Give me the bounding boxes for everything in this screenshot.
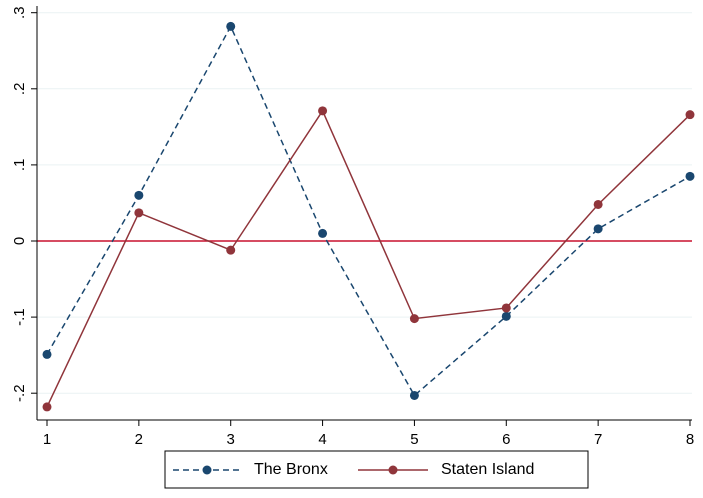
series-1-point — [501, 311, 511, 321]
series-2-point — [42, 402, 52, 412]
x-tick-label: 5 — [410, 431, 418, 448]
y-tick-label: .3 — [11, 6, 28, 19]
series-2-point — [134, 208, 144, 218]
series-2-point — [226, 245, 236, 255]
series-layer — [42, 21, 695, 412]
series-line-2 — [46, 109, 691, 408]
series-line-1 — [46, 24, 691, 397]
series-2-point — [318, 106, 328, 116]
series-1-point — [593, 224, 603, 234]
y-tick-label: .2 — [11, 83, 28, 96]
x-tick-label: 4 — [318, 431, 326, 448]
series-1-point — [318, 228, 328, 238]
series-2-point — [501, 303, 511, 313]
legend-label-1: The Bronx — [254, 461, 328, 478]
x-tick-label: 8 — [686, 431, 694, 448]
legend-marker-2 — [388, 465, 398, 475]
series-2-point — [685, 110, 695, 120]
x-tick-label: 1 — [43, 431, 51, 448]
series-1-point — [134, 190, 144, 200]
y-tick-label: .1 — [11, 159, 28, 172]
series-1-point — [226, 21, 236, 31]
series-2-point — [593, 199, 603, 209]
series-2-point — [409, 314, 419, 324]
legend-label-2: Staten Island — [441, 461, 534, 478]
legend: The Bronx Staten Island — [164, 450, 589, 489]
y-tick-label: -.2 — [11, 384, 28, 402]
legend-marker-1 — [202, 465, 212, 475]
y-tick-label: -.1 — [11, 308, 28, 326]
x-tick-label: 2 — [135, 431, 143, 448]
y-tick-label: 0 — [11, 237, 28, 245]
axes: -.2 -.1 0 .1 .2 .3 1 2 3 4 5 6 7 8 — [11, 6, 694, 448]
series-1-point — [409, 390, 419, 400]
x-tick-label: 6 — [502, 431, 510, 448]
series-1-point — [42, 349, 52, 359]
series-1-point — [685, 171, 695, 181]
x-tick-label: 7 — [594, 431, 602, 448]
x-tick-label: 3 — [227, 431, 235, 448]
